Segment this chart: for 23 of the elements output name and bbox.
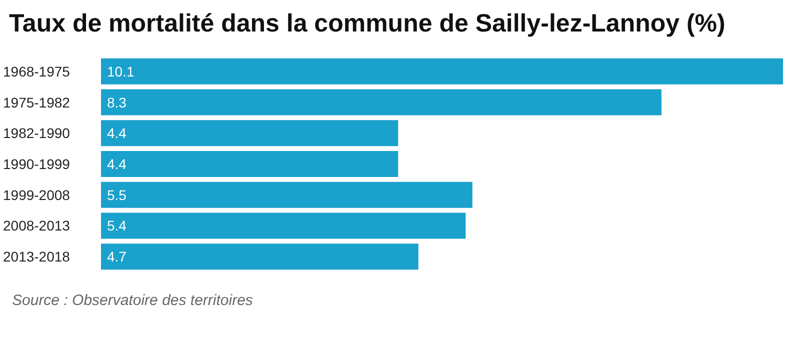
data-label: 4.4 bbox=[107, 125, 127, 142]
data-label: 5.4 bbox=[107, 218, 127, 234]
y-tick-label: 1982-1990 bbox=[3, 125, 70, 142]
y-tick-label: 2008-2013 bbox=[3, 218, 70, 234]
data-label: 4.4 bbox=[107, 156, 127, 172]
bar bbox=[101, 120, 398, 146]
y-tick-label: 1975-1982 bbox=[3, 94, 70, 110]
data-label: 10.1 bbox=[107, 63, 134, 80]
y-tick-label: 1990-1999 bbox=[3, 156, 70, 172]
bar bbox=[101, 58, 783, 84]
data-label: 8.3 bbox=[107, 94, 127, 110]
y-tick-label: 1999-2008 bbox=[3, 186, 70, 203]
data-label: 5.5 bbox=[107, 186, 127, 203]
data-label: 4.7 bbox=[107, 248, 127, 265]
chart-title: Taux de mortalité dans la commune de Sailly-lez-Lannoy (%) bbox=[9, 10, 726, 38]
bar bbox=[101, 244, 418, 270]
y-tick-label: 2013-2018 bbox=[3, 248, 70, 265]
bar bbox=[101, 212, 466, 239]
bar bbox=[101, 151, 398, 177]
bar bbox=[101, 182, 472, 208]
bar bbox=[101, 89, 662, 116]
y-tick-label: 1968-1975 bbox=[3, 63, 70, 80]
source-note: Source : Observatoire des territoires bbox=[12, 292, 254, 309]
